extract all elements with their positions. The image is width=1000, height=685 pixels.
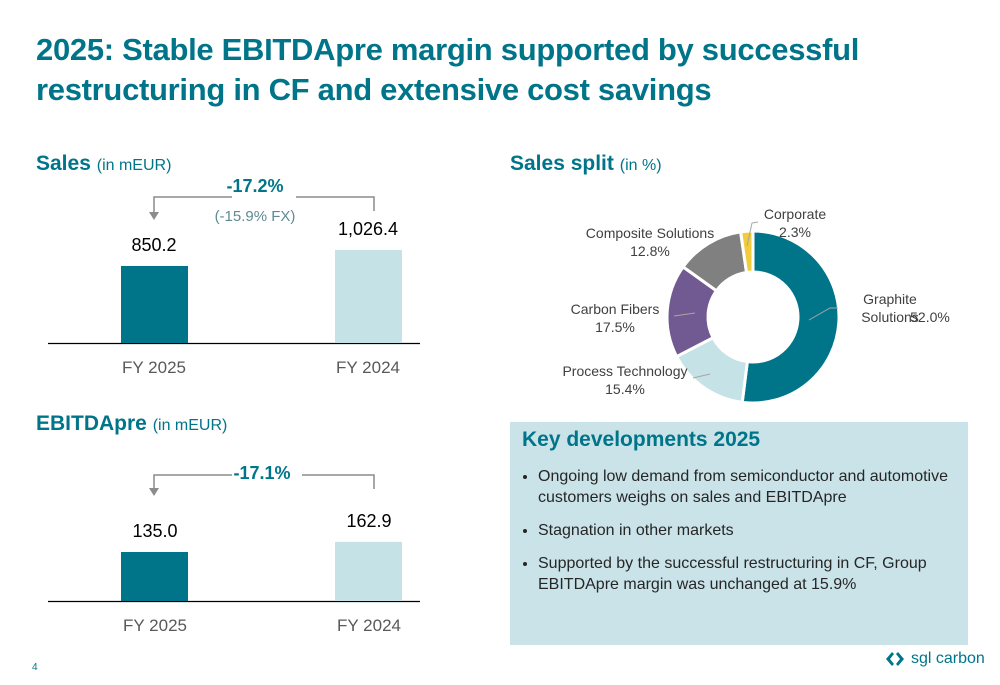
ebitda-category-label: FY 2025 (123, 616, 187, 635)
sales-split-unit: (in %) (619, 157, 662, 174)
sales-split-donut (665, 229, 841, 405)
slice-name: Corporate (763, 206, 827, 222)
slice-value: 52.0% (910, 309, 950, 325)
key-developments-list: Ongoing low demand from semiconductor an… (518, 466, 958, 607)
ebitda-value-label: 162.9 (346, 511, 392, 531)
sales-title: Sales (36, 152, 91, 175)
ebitda-change: -17.1% (233, 463, 291, 483)
sales-category-label: FY 2025 (122, 358, 186, 377)
sales-change-bracket (153, 196, 375, 214)
ebitda-change-bracket (153, 474, 375, 490)
sales-bar (335, 250, 402, 343)
slice-label-process-technology: Process Technology 15.4% (555, 362, 695, 398)
list-item: Stagnation in other markets (538, 520, 958, 541)
ebitda-value-label: 135.0 (132, 521, 178, 541)
sales-arrow-icon (149, 212, 159, 220)
slice-label-graphite: Graphite Solutions 52.0% (820, 290, 960, 344)
slice-value: 2.3% (779, 224, 811, 240)
sales-change: -17.2% (226, 176, 284, 196)
donut-slice-corporate (738, 229, 755, 275)
slice-label-composite-solutions: Composite Solutions 12.8% (575, 224, 725, 260)
ebitda-category-label: FY 2024 (337, 616, 401, 635)
ebitda-arrow-icon (149, 488, 159, 496)
logo-text: sgl carbon (911, 650, 985, 667)
sales-change-fx: (-15.9% FX) (214, 208, 296, 225)
slice-value: 15.4% (605, 381, 645, 397)
slice-value: 17.5% (595, 319, 635, 335)
donut-leader-lines (673, 221, 838, 379)
sales-value-label: 850.2 (131, 235, 177, 255)
sgl-logo-icon (886, 652, 904, 666)
sales-split-title: Sales split (in %) (510, 152, 662, 176)
slice-label-corporate: Corporate 2.3% (755, 205, 835, 241)
slice-name: Graphite Solutions (861, 291, 919, 325)
slice-name: Composite Solutions (585, 225, 715, 241)
slice-label-carbon-fibers: Carbon Fibers 17.5% (560, 300, 670, 336)
sgl-carbon-logo: sgl carbon (884, 650, 985, 668)
ebitda-title: EBITDApre (36, 412, 147, 435)
slide-title: 2025: Stable EBITDApre margin supported … (36, 32, 860, 107)
sales-category-label: FY 2024 (336, 358, 400, 377)
key-developments-box: Key developments 2025 Ongoing low demand… (510, 422, 968, 645)
ebitda-chart-title: EBITDApre (in mEUR) (36, 412, 227, 436)
slice-name: Carbon Fibers (570, 301, 660, 317)
sales-bar (121, 265, 188, 343)
donut-slice-graphite-solutions (740, 229, 841, 405)
list-item: Supported by the successful restructurin… (538, 553, 958, 595)
sales-unit: (in mEUR) (96, 157, 172, 174)
key-developments-title: Key developments 2025 (522, 428, 761, 451)
slice-name: Process Technology (562, 363, 688, 379)
sales-value-label: 1,026.4 (337, 219, 399, 239)
page-number: 4 (32, 662, 38, 673)
slice-value: 12.8% (630, 243, 670, 259)
ebitda-unit: (in mEUR) (152, 417, 228, 434)
ebitda-bar (121, 551, 188, 601)
sales-split-heading: Sales split (510, 152, 614, 175)
ebitda-bar (335, 541, 402, 601)
list-item: Ongoing low demand from semiconductor an… (538, 466, 958, 508)
sales-chart-title: Sales (in mEUR) (36, 152, 171, 176)
